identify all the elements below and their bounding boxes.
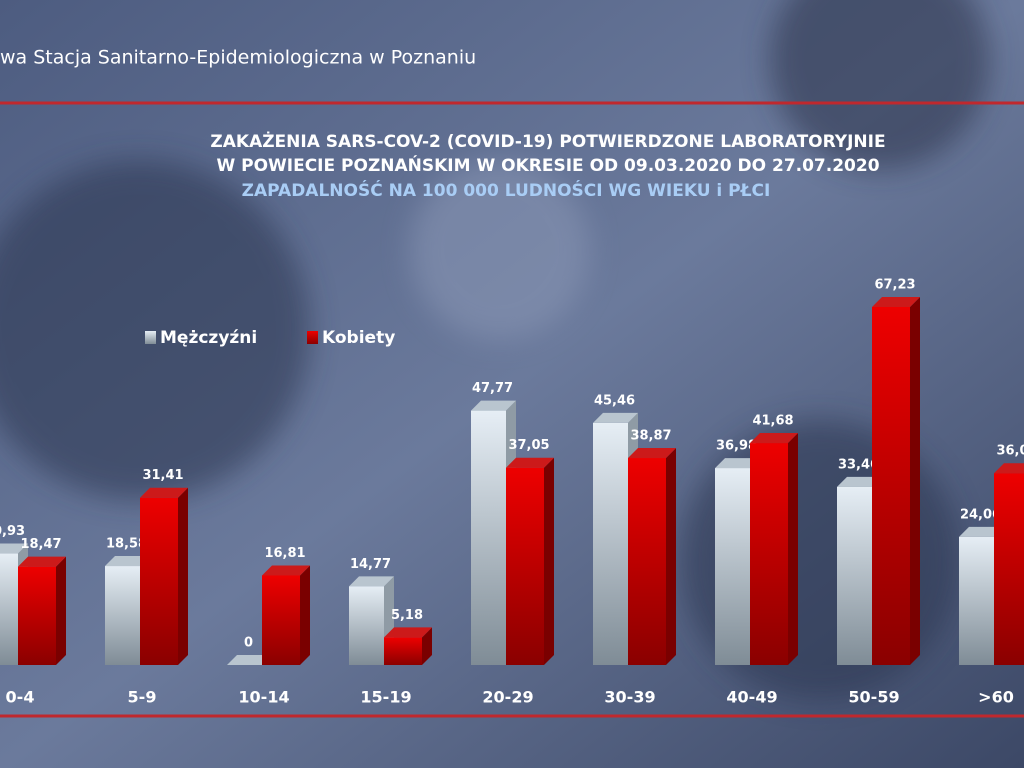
bar-side (178, 487, 188, 665)
legend-swatch (307, 331, 318, 344)
value-label: 18,58 (106, 537, 147, 552)
bar-top (384, 627, 432, 638)
bar-top (18, 556, 66, 567)
bar (593, 422, 628, 665)
bar (262, 575, 300, 665)
bar-top (0, 543, 28, 554)
value-label: 31,41 (142, 468, 183, 483)
bar (140, 497, 178, 665)
x-tick-label: 40-49 (726, 688, 777, 707)
header: wa Stacja Sanitarno-Epidemiologiczna w P… (0, 47, 476, 69)
value-label: 33,46 (838, 457, 879, 472)
bar (105, 566, 140, 665)
value-label: 5,18 (391, 608, 423, 623)
bar (506, 467, 544, 665)
bar-top (593, 412, 638, 423)
value-label: 36,98 (716, 439, 757, 454)
title: W POWIECIE POZNAŃSKIM W OKRESIE OD 09.03… (216, 154, 879, 176)
bar-top (506, 457, 554, 468)
x-tick-label: 5-9 (128, 688, 157, 707)
bar (384, 637, 422, 665)
value-label: 14,77 (350, 557, 391, 572)
bar-top (837, 476, 882, 487)
bar (0, 553, 18, 665)
value-label: 45,46 (594, 393, 635, 408)
x-tick-label: 15-19 (360, 688, 411, 707)
bar-side (666, 448, 676, 665)
value-label: 20,93 (0, 524, 25, 539)
title: ZAKAŻENIA SARS-COV-2 (COVID-19) POTWIERD… (210, 130, 885, 152)
value-label: 67,23 (874, 278, 915, 293)
bar (471, 410, 506, 665)
bar (837, 486, 872, 665)
x-tick-label: 30-39 (604, 688, 655, 707)
virus-decor (0, 0, 990, 700)
bar-side (910, 297, 920, 665)
bar-side (422, 627, 432, 665)
bar (628, 458, 666, 665)
bar-top (227, 655, 272, 665)
bar-side (544, 457, 554, 665)
subtitle: ZAPADALNOŚĆ NA 100 000 LUDNOŚCI WG WIEKU… (242, 179, 771, 201)
x-tick-label: 0-4 (6, 688, 35, 707)
bar (750, 443, 788, 665)
legend-label: Kobiety (322, 328, 395, 348)
bar-top (994, 463, 1024, 474)
bar-side (56, 556, 66, 665)
x-tick-label: >60 (978, 688, 1014, 707)
bar-top (140, 487, 188, 498)
bar-top (471, 400, 516, 411)
bar-top (262, 565, 310, 576)
bar (18, 566, 56, 665)
legend-swatch (145, 331, 156, 344)
value-label: 18,47 (20, 537, 61, 552)
value-label: 41,68 (752, 414, 793, 429)
bar-top (349, 576, 394, 587)
bar-top (105, 556, 150, 567)
value-label: 0 (244, 636, 253, 651)
bar-top (959, 526, 1004, 537)
bar-top (750, 433, 798, 444)
bar-top (715, 458, 760, 469)
x-tick-label: 50-59 (848, 688, 899, 707)
bar (872, 307, 910, 665)
x-tick-label: 10-14 (238, 688, 289, 707)
bar (994, 473, 1024, 665)
bar (959, 536, 994, 665)
value-label: 38,87 (630, 429, 671, 444)
legend-label: Mężczyźni (160, 328, 257, 348)
x-tick-label: 20-29 (482, 688, 533, 707)
value-label: 24,06 (960, 507, 1001, 522)
bar-top (872, 297, 920, 307)
value-label: 37,05 (508, 438, 549, 453)
bar (715, 468, 750, 665)
value-label: 47,77 (472, 381, 513, 396)
value-label: 16,81 (264, 546, 305, 561)
bar-side (788, 433, 798, 665)
bar-top (628, 448, 676, 459)
bar (349, 586, 384, 665)
value-label: 36,02 (996, 444, 1024, 459)
bar-side (300, 565, 310, 665)
